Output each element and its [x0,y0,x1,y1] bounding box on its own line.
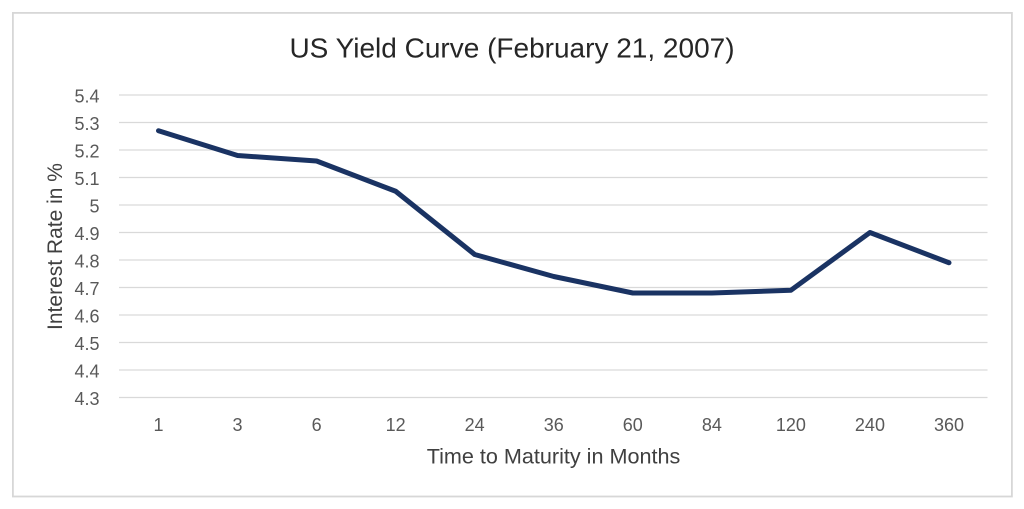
svg-text:60: 60 [623,415,643,435]
svg-text:4.6: 4.6 [74,307,99,327]
svg-text:84: 84 [702,415,722,435]
svg-text:5.4: 5.4 [74,87,99,107]
svg-text:4.8: 4.8 [74,252,99,272]
svg-text:4.9: 4.9 [74,224,99,244]
svg-text:Time to Maturity in Months: Time to Maturity in Months [427,444,681,469]
svg-text:4.3: 4.3 [74,389,99,409]
svg-text:12: 12 [386,415,406,435]
svg-text:4.5: 4.5 [74,334,99,354]
svg-text:5.3: 5.3 [74,114,99,134]
svg-text:6: 6 [312,415,322,435]
svg-text:24: 24 [465,415,485,435]
svg-text:4.7: 4.7 [74,279,99,299]
svg-text:Interest Rate in %: Interest Rate in % [44,163,67,330]
svg-text:1: 1 [153,415,163,435]
svg-text:36: 36 [544,415,564,435]
svg-text:360: 360 [934,415,964,435]
svg-text:4.4: 4.4 [74,362,99,382]
svg-text:3: 3 [233,415,243,435]
svg-text:US Yield Curve (February 21, 2: US Yield Curve (February 21, 2007) [289,33,734,64]
svg-text:120: 120 [776,415,806,435]
svg-text:5.1: 5.1 [74,169,99,189]
svg-text:5.2: 5.2 [74,142,99,162]
svg-text:240: 240 [855,415,885,435]
svg-text:5: 5 [89,197,99,217]
